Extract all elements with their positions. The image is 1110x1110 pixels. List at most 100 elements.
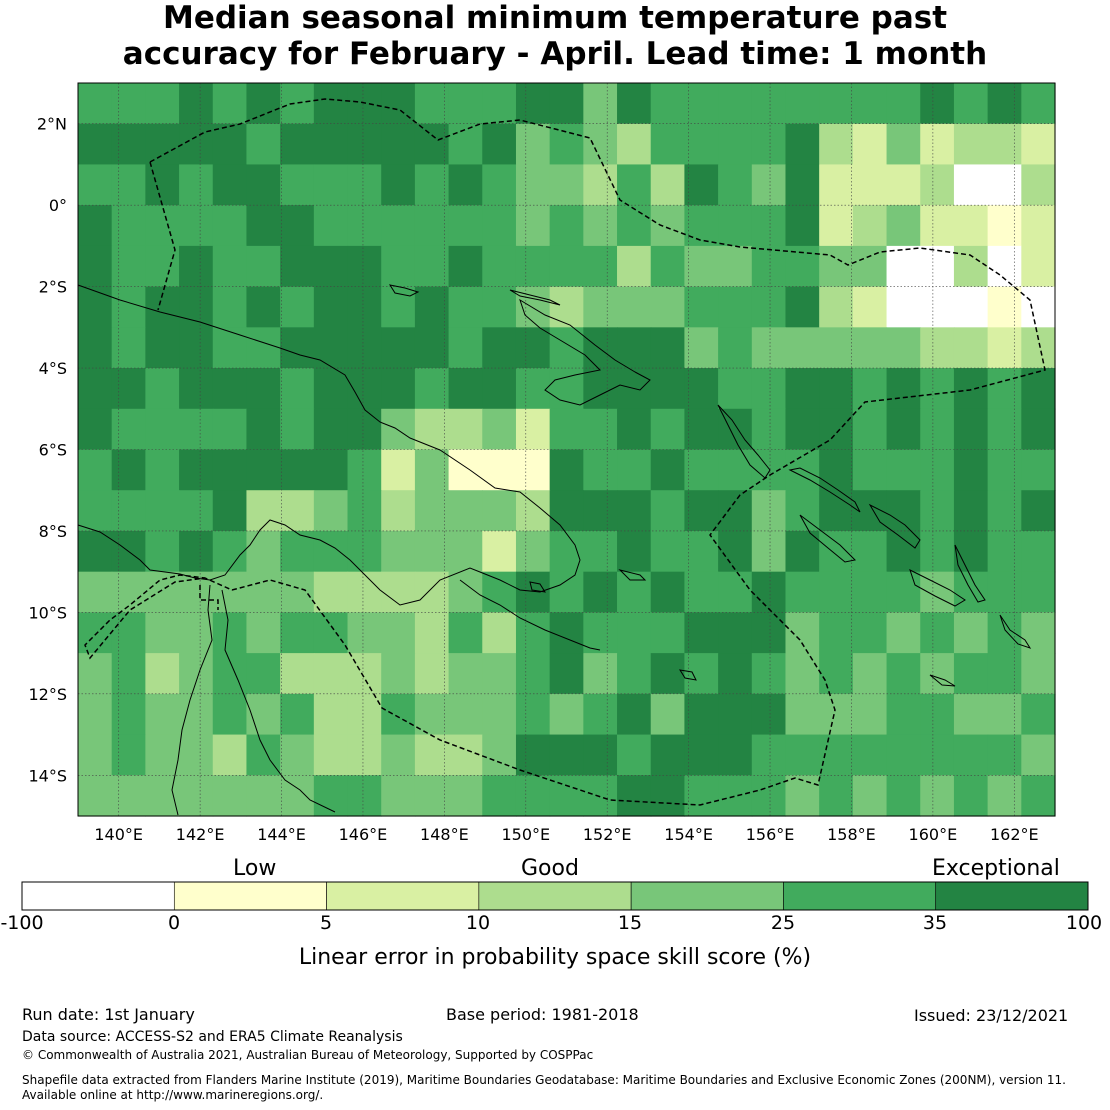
- skill-cell: [347, 653, 382, 695]
- skill-cell: [111, 408, 146, 451]
- skill-cell: [751, 245, 787, 288]
- skill-cell: [212, 571, 248, 613]
- skill-cell: [313, 653, 349, 695]
- skill-cell: [650, 530, 686, 573]
- skill-cell: [549, 653, 584, 695]
- skill-cell: [1021, 327, 1056, 369]
- skill-cell: [785, 530, 820, 573]
- skill-cell: [313, 571, 349, 613]
- skill-cell: [414, 530, 450, 573]
- longitude-tick-label: 162°E: [990, 825, 1039, 844]
- skill-cell: [280, 245, 315, 288]
- colorbar-title: Linear error in probability space skill …: [298, 945, 812, 970]
- skill-cell: [1021, 83, 1056, 125]
- latitude-tick-label: 0°: [49, 196, 67, 215]
- skill-cell: [145, 123, 180, 166]
- skill-cell: [819, 775, 854, 817]
- skill-cell: [953, 612, 989, 654]
- skill-cell: [482, 368, 517, 410]
- skill-cell: [448, 449, 483, 491]
- skill-cell: [381, 205, 416, 247]
- skill-cell: [718, 368, 753, 410]
- skill-cell: [617, 327, 652, 369]
- skill-cell: [953, 245, 989, 288]
- skill-cell: [549, 286, 584, 328]
- skill-cell: [448, 775, 483, 817]
- skill-cell: [886, 245, 921, 288]
- skill-cell: [751, 408, 787, 451]
- skill-cell: [718, 693, 753, 736]
- colorbar-frame: [21, 881, 1089, 911]
- skill-cell: [852, 449, 888, 491]
- skill-cell: [111, 286, 146, 328]
- skill-cell: [549, 449, 584, 491]
- skill-cell: [1021, 123, 1056, 166]
- skill-cell: [347, 205, 382, 247]
- skill-cell: [987, 449, 1022, 491]
- colorbar-segment: [326, 881, 480, 911]
- skill-cell: [987, 368, 1022, 410]
- skill-cell: [414, 286, 450, 328]
- skill-cell: [953, 775, 989, 817]
- skill-cell: [347, 530, 382, 573]
- skill-cell: [515, 449, 551, 491]
- skill-cell: [549, 83, 584, 125]
- longitude-tick-label: 156°E: [746, 825, 795, 844]
- skill-cell: [280, 490, 315, 532]
- skill-cell: [280, 693, 315, 736]
- skill-cell: [212, 490, 248, 532]
- skill-cell: [987, 775, 1022, 817]
- bougainville-coastline: [717, 404, 771, 479]
- skill-cell: [1021, 368, 1056, 410]
- skill-cell: [987, 571, 1022, 613]
- skill-cell: [650, 612, 686, 654]
- colorbar-tick: 10: [465, 912, 491, 934]
- skill-cell: [179, 693, 214, 736]
- skill-cell: [78, 490, 113, 532]
- colorbar-segment: [935, 881, 1089, 911]
- skill-cell: [414, 408, 450, 451]
- png-tail-coastline: [459, 579, 601, 651]
- skill-cell: [785, 327, 820, 369]
- skill-cell: [347, 327, 382, 369]
- skill-cell: [179, 245, 214, 288]
- skill-cell: [515, 734, 551, 776]
- skill-cell: [920, 571, 955, 613]
- skill-cell: [145, 408, 180, 451]
- cape-york-coastline: [171, 584, 213, 816]
- skill-cell: [718, 530, 753, 573]
- australia-png-boundary: [199, 585, 219, 610]
- skill-cell: [246, 83, 281, 125]
- latitude-tick-label: 8°S: [39, 522, 67, 541]
- skill-cell: [246, 164, 281, 206]
- skill-cell: [448, 612, 483, 654]
- skill-cell: [583, 286, 618, 328]
- skill-cell: [111, 612, 146, 654]
- skill-cell: [414, 368, 450, 410]
- skill-cell: [684, 449, 719, 491]
- skill-cell: [145, 205, 180, 247]
- skill-cell: [549, 571, 584, 613]
- skill-cell: [482, 408, 517, 451]
- skill-cell: [448, 653, 483, 695]
- skill-cell: [920, 693, 955, 736]
- skill-cell: [381, 693, 416, 736]
- skill-cell: [179, 653, 214, 695]
- latitude-tick-label: 4°S: [39, 359, 67, 378]
- skill-cell: [78, 653, 113, 695]
- solomon-islands-coastline-6: [999, 614, 1032, 649]
- skill-cell: [448, 245, 483, 288]
- skill-cell: [852, 286, 888, 328]
- dentrecasteaux-coastline: [529, 581, 547, 593]
- skill-cell: [650, 490, 686, 532]
- skill-cell: [549, 775, 584, 817]
- skill-cell: [280, 286, 315, 328]
- skill-cell: [852, 245, 888, 288]
- skill-cell: [448, 123, 483, 166]
- skill-cell: [819, 530, 854, 573]
- skill-cell: [448, 286, 483, 328]
- skill-cell: [718, 612, 753, 654]
- skill-cell: [549, 368, 584, 410]
- skill-cell: [684, 327, 719, 369]
- skill-cell: [549, 490, 584, 532]
